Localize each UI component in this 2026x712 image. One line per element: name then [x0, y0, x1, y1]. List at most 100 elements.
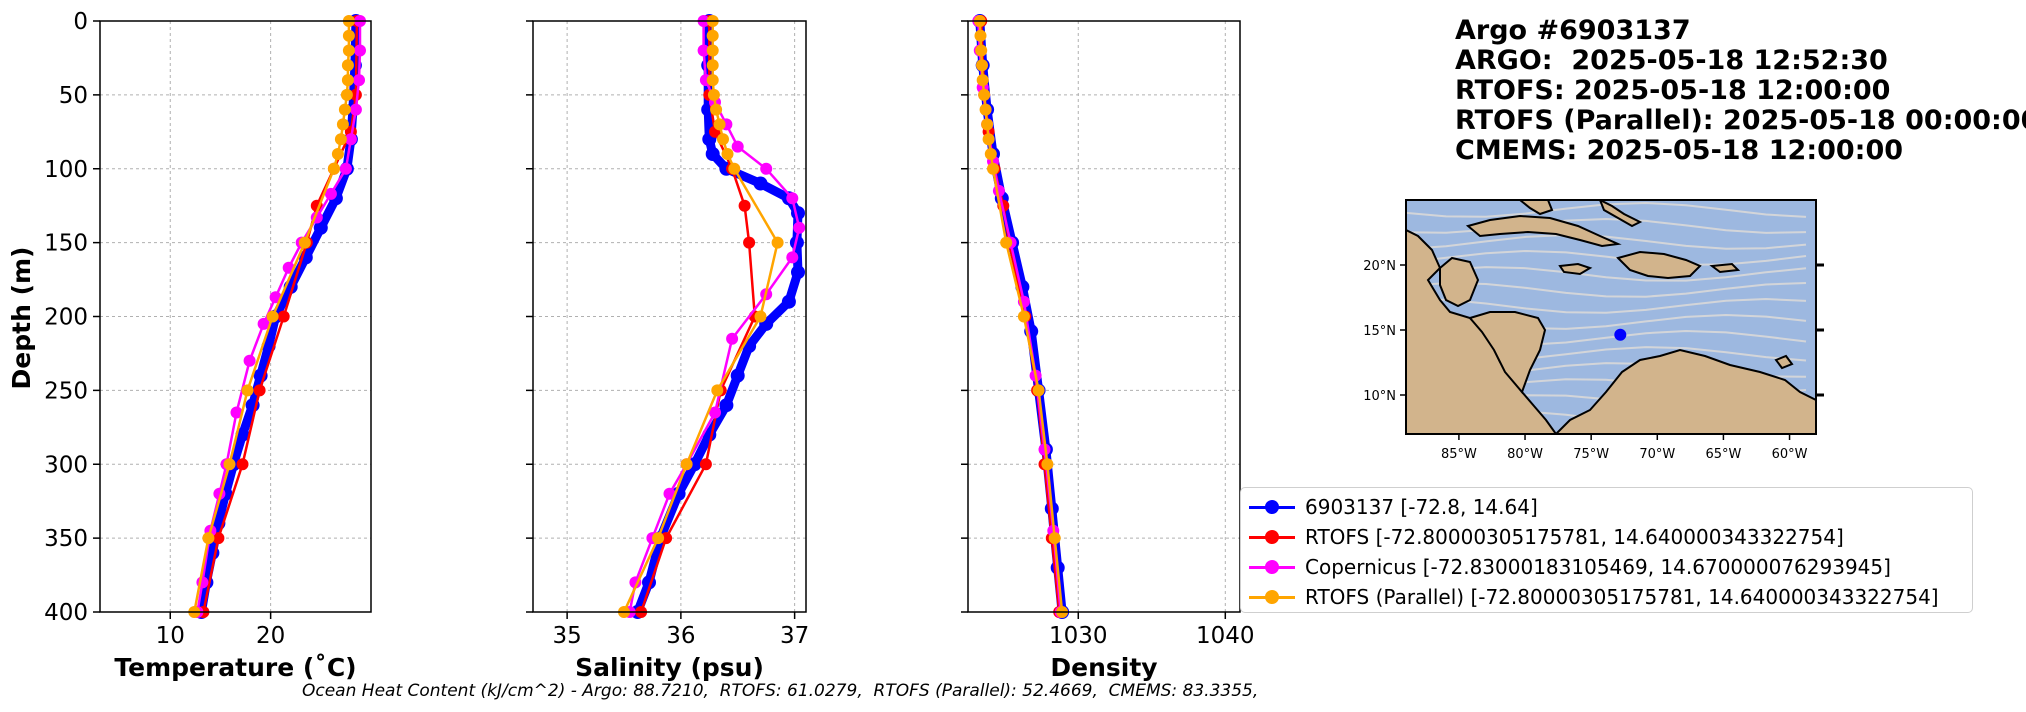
data-point	[223, 458, 236, 471]
x-tick-label: 1030	[1049, 623, 1108, 649]
data-point	[705, 147, 720, 161]
legend-item-copernicus: Copernicus [-72.83000183105469, 14.67000…	[1241, 552, 1891, 582]
data-point	[713, 118, 726, 131]
data-point	[212, 532, 225, 545]
data-point	[663, 487, 676, 500]
data-point	[717, 133, 729, 146]
map-frame	[1405, 199, 1817, 435]
x-axis-label: Temperature (˚C)	[114, 653, 356, 682]
map-graticule-ticks: 85°W 80°W 75°W 70°W 65°W 60°W 20°N 15°N 10°N	[1363, 259, 1824, 462]
x-tick-label: 37	[780, 623, 809, 649]
map-lon-label: 80°W	[1507, 447, 1543, 462]
map-lon-label: 60°W	[1772, 447, 1808, 462]
cuba	[1465, 214, 1622, 248]
map-lat-label: 10°N	[1363, 389, 1396, 404]
data-point	[771, 236, 784, 249]
data-point	[987, 162, 999, 175]
data-point	[791, 265, 805, 280]
legend: 6903137 [-72.8, 14.64] RTOFS [-72.800003…	[1240, 487, 1973, 613]
y-tick-label: 350	[44, 526, 88, 552]
legend-swatch	[1241, 552, 1301, 582]
data-point	[339, 162, 352, 175]
rtofs-time: RTOFS: 2025-05-18 12:00:00	[1455, 75, 1891, 106]
data-point	[331, 148, 344, 160]
series-line	[633, 16, 803, 617]
argo-float-marker	[1614, 328, 1627, 341]
legend-label: RTOFS (Parallel) [-72.80000305175781, 14…	[1305, 585, 1939, 609]
data-point	[241, 384, 254, 397]
data-point	[974, 29, 987, 42]
x-tick-label: 35	[552, 623, 581, 649]
jamaica	[1558, 262, 1593, 276]
y-tick-label: 200	[44, 305, 88, 331]
data-point	[324, 187, 337, 200]
south-america	[1554, 348, 1816, 434]
data-point	[728, 162, 741, 175]
data-point	[738, 199, 751, 212]
x-axis-label: Salinity (psu)	[575, 653, 764, 682]
x-tick-label: 1040	[1196, 623, 1255, 649]
data-point	[336, 118, 349, 131]
data-point	[235, 427, 250, 442]
x-tick-label: 36	[666, 623, 695, 649]
puerto-rico	[1709, 262, 1741, 274]
data-point	[341, 59, 354, 72]
map-lon-label: 70°W	[1639, 447, 1675, 462]
legend-swatch	[1241, 522, 1301, 552]
data-point	[1000, 236, 1013, 249]
data-point	[1032, 384, 1045, 397]
data-point	[975, 44, 988, 57]
data-point	[781, 294, 796, 309]
y-tick-label: 50	[59, 83, 88, 109]
data-point	[706, 29, 719, 42]
data-point	[699, 458, 712, 471]
data-point	[277, 310, 290, 323]
y-tick-label: 400	[44, 600, 88, 626]
data-point	[979, 103, 992, 116]
map-lon-label: 85°W	[1441, 447, 1477, 462]
florida	[1518, 200, 1554, 216]
legend-swatch	[1241, 582, 1301, 612]
data-point	[298, 236, 311, 249]
data-point	[976, 74, 989, 87]
argo-time: ARGO: 2025-05-18 12:52:30	[1455, 45, 1888, 76]
y-tick-label: 150	[44, 231, 88, 257]
data-point	[680, 458, 693, 471]
data-point	[652, 532, 665, 545]
cmems-time: CMEMS: 2025-05-18 12:00:00	[1455, 135, 1904, 166]
legend-item-rtofs-parallel: RTOFS (Parallel) [-72.80000305175781, 14…	[1241, 582, 1939, 612]
data-point	[726, 332, 739, 345]
legend-item-rtofs: RTOFS [-72.80000305175781, 14.6400003433…	[1241, 522, 1844, 552]
legend-label: RTOFS [-72.80000305175781, 14.6400003433…	[1305, 525, 1844, 549]
data-point	[753, 176, 768, 191]
data-point	[341, 74, 354, 87]
data-point	[243, 354, 256, 367]
data-point	[353, 74, 365, 87]
float-title: Argo #6903137	[1455, 15, 1691, 46]
y-tick-label: 0	[73, 9, 88, 35]
data-point	[710, 103, 723, 116]
data-point	[706, 59, 719, 72]
legend-label: 6903137 [-72.8, 14.64]	[1305, 495, 1538, 519]
data-point	[730, 368, 745, 383]
data-point	[982, 133, 995, 146]
data-point	[349, 103, 362, 116]
axes-frame	[967, 20, 1241, 613]
map-lat-label: 15°N	[1363, 324, 1396, 339]
data-point	[743, 236, 756, 249]
data-point	[981, 118, 994, 131]
legend-item-argo: 6903137 [-72.8, 14.64]	[1241, 492, 1538, 522]
data-point	[1017, 310, 1030, 323]
data-point	[709, 406, 721, 419]
map-lon-label: 65°W	[1705, 447, 1741, 462]
data-point	[334, 133, 347, 146]
y-tick-label: 100	[44, 157, 88, 183]
data-point	[786, 251, 799, 264]
data-point	[340, 88, 353, 101]
honduras-nicaragua	[1468, 311, 1547, 394]
data-point	[342, 44, 355, 57]
data-point	[1048, 532, 1061, 545]
trinidad	[1774, 354, 1794, 370]
data-point	[253, 384, 266, 397]
